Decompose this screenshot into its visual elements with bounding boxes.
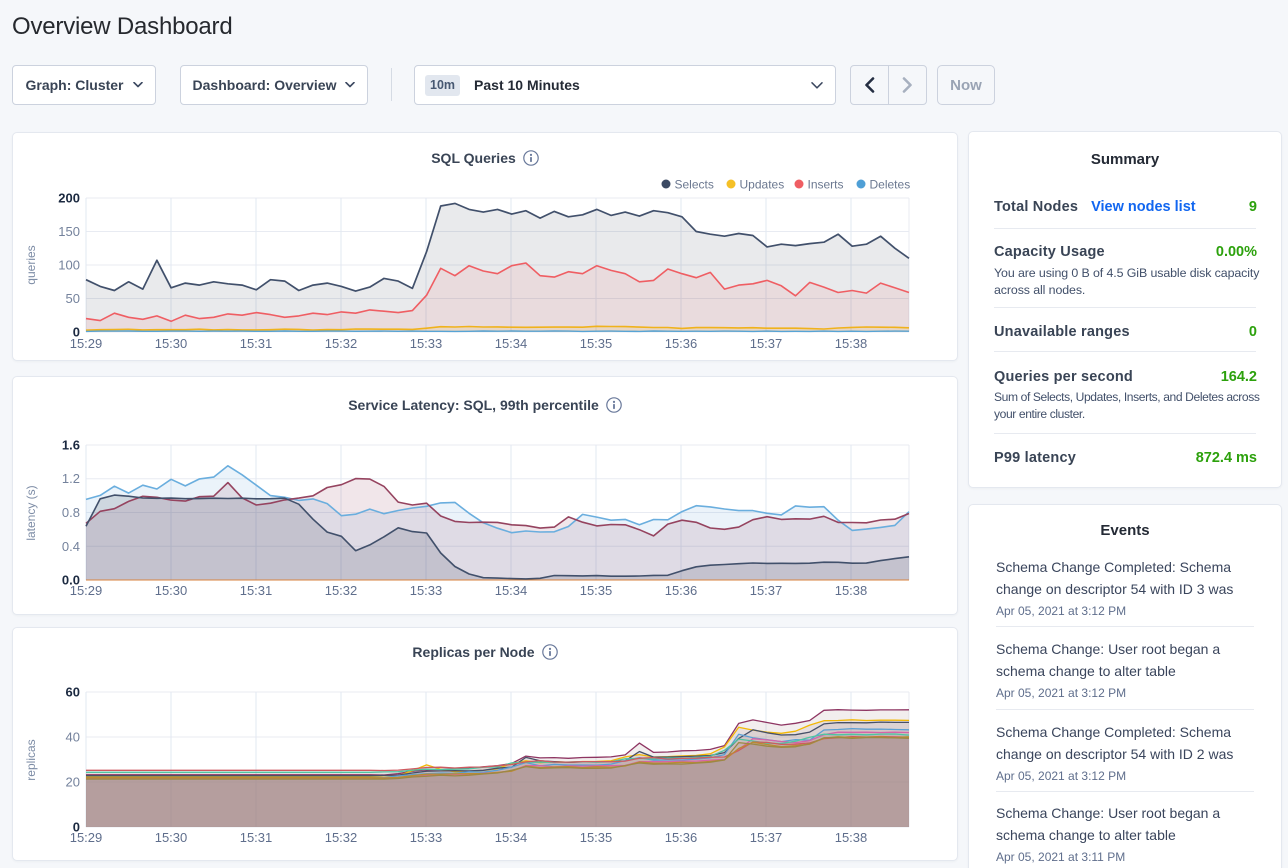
- svg-text:queries: queries: [24, 245, 38, 284]
- svg-text:Selects: Selects: [675, 178, 714, 192]
- svg-text:15:30: 15:30: [155, 583, 188, 598]
- svg-text:0.8: 0.8: [62, 505, 80, 520]
- svg-text:15:36: 15:36: [665, 336, 698, 351]
- svg-text:Updates: Updates: [740, 178, 785, 192]
- svg-text:15:34: 15:34: [495, 336, 528, 351]
- svg-text:15:30: 15:30: [155, 336, 188, 351]
- svg-text:15:33: 15:33: [410, 830, 443, 845]
- svg-text:latency (s): latency (s): [24, 485, 38, 540]
- svg-text:15:36: 15:36: [665, 830, 698, 845]
- svg-text:1.6: 1.6: [62, 438, 80, 453]
- svg-text:15:31: 15:31: [240, 336, 273, 351]
- svg-text:150: 150: [58, 224, 80, 239]
- svg-text:15:32: 15:32: [325, 336, 358, 351]
- svg-text:1.2: 1.2: [62, 471, 80, 486]
- svg-text:15:34: 15:34: [495, 583, 528, 598]
- svg-text:15:31: 15:31: [240, 830, 273, 845]
- svg-text:15:34: 15:34: [495, 830, 528, 845]
- svg-text:15:33: 15:33: [410, 583, 443, 598]
- svg-text:15:35: 15:35: [580, 830, 613, 845]
- svg-text:200: 200: [58, 191, 80, 206]
- svg-text:0.4: 0.4: [62, 539, 80, 554]
- svg-text:100: 100: [58, 258, 80, 273]
- svg-text:15:38: 15:38: [835, 583, 868, 598]
- svg-text:15:30: 15:30: [155, 830, 188, 845]
- svg-text:0: 0: [73, 325, 80, 340]
- svg-text:15:33: 15:33: [410, 336, 443, 351]
- svg-text:15:36: 15:36: [665, 583, 698, 598]
- svg-text:15:37: 15:37: [750, 583, 783, 598]
- svg-text:Inserts: Inserts: [808, 178, 844, 192]
- svg-text:15:29: 15:29: [70, 583, 103, 598]
- svg-text:replicas: replicas: [24, 739, 38, 780]
- svg-text:40: 40: [66, 730, 80, 745]
- svg-text:15:38: 15:38: [835, 830, 868, 845]
- svg-text:15:32: 15:32: [325, 583, 358, 598]
- svg-text:15:29: 15:29: [70, 830, 103, 845]
- svg-text:15:35: 15:35: [580, 336, 613, 351]
- svg-text:15:38: 15:38: [835, 336, 868, 351]
- svg-text:15:32: 15:32: [325, 830, 358, 845]
- svg-text:60: 60: [66, 685, 80, 700]
- svg-text:15:37: 15:37: [750, 336, 783, 351]
- svg-text:0: 0: [73, 820, 80, 835]
- svg-text:Deletes: Deletes: [870, 178, 911, 192]
- svg-text:0.0: 0.0: [62, 573, 80, 588]
- svg-text:15:37: 15:37: [750, 830, 783, 845]
- svg-text:50: 50: [66, 291, 80, 306]
- svg-text:15:29: 15:29: [70, 336, 103, 351]
- svg-text:15:31: 15:31: [240, 583, 273, 598]
- svg-text:15:35: 15:35: [580, 583, 613, 598]
- svg-text:20: 20: [66, 775, 80, 790]
